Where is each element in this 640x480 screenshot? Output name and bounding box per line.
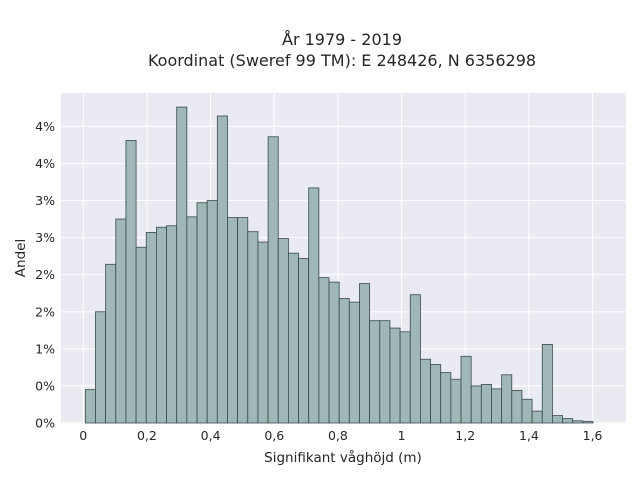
- histogram-bar: [196, 202, 208, 424]
- x-tick-label: 1,4: [519, 428, 539, 443]
- histogram-bar: [186, 216, 198, 424]
- histogram-bar: [521, 398, 533, 424]
- histogram-bar: [409, 294, 421, 424]
- x-axis-label: Signifikant våghöjd (m): [264, 449, 422, 466]
- histogram-bar: [216, 115, 228, 424]
- y-tick-label: 0%: [35, 378, 55, 393]
- histogram-bar: [166, 225, 178, 424]
- histogram-bar: [288, 252, 299, 424]
- histogram-bar: [277, 237, 289, 424]
- x-tick-label: 1,6: [583, 428, 603, 443]
- histogram-bar: [135, 246, 147, 424]
- x-tick-label: 0,6: [264, 428, 284, 443]
- x-tick-labels: 0 0,2 0,4 0,6 0,8 1 1,2 1,4 1,6: [79, 428, 602, 443]
- histogram-bar: [206, 200, 218, 424]
- x-tick-label: 1,2: [455, 428, 475, 443]
- histogram-bar: [460, 355, 472, 424]
- y-tick-label: 2%: [35, 304, 55, 319]
- histogram-bar: [562, 418, 574, 424]
- histogram-bar: [257, 241, 269, 424]
- x-tick-label: 1: [398, 428, 406, 443]
- histogram-bar: [369, 320, 381, 424]
- y-tick-label: 1%: [35, 341, 55, 356]
- y-axis-label: Andel: [13, 239, 29, 277]
- histogram-bar: [176, 106, 188, 424]
- histogram-bar: [491, 388, 503, 424]
- histogram-bar: [399, 331, 411, 424]
- histogram-bar: [359, 283, 371, 424]
- histogram-bar: [531, 410, 543, 424]
- histogram-bar: [511, 389, 523, 424]
- histogram-bar: [115, 218, 127, 424]
- histogram-bar: [440, 372, 452, 424]
- histogram-bar: [95, 311, 107, 424]
- histogram-bar: [298, 257, 310, 424]
- bars: [84, 106, 594, 424]
- histogram-bar: [328, 281, 340, 424]
- y-tick-label: 4%: [35, 119, 55, 134]
- y-tick-label: 2%: [35, 267, 55, 282]
- histogram-bar: [338, 298, 350, 424]
- y-tick-labels: 0% 0% 1% 2% 2% 3% 3% 4% 4%: [35, 119, 55, 431]
- histogram-bar: [84, 389, 96, 424]
- histogram-bar: [450, 378, 462, 424]
- histogram-bar: [145, 232, 157, 424]
- x-tick-label: 0,4: [201, 428, 221, 443]
- histogram-bar: [541, 343, 553, 424]
- histogram-bar: [552, 415, 563, 424]
- histogram-bar: [379, 320, 391, 424]
- chart-title-line-2: Koordinat (Sweref 99 TM): E 248426, N 63…: [148, 51, 536, 70]
- chart-title-line-1: År 1979 - 2019: [282, 30, 402, 49]
- histogram-bar: [308, 187, 320, 424]
- histogram-bar: [247, 231, 259, 424]
- histogram-bar: [430, 364, 442, 424]
- histogram-bar: [237, 217, 249, 424]
- histogram-bar: [105, 263, 117, 424]
- x-tick-label: 0,8: [328, 428, 348, 443]
- histogram-bar: [501, 374, 513, 424]
- histogram-bar: [267, 136, 279, 424]
- y-tick-label: 4%: [35, 156, 55, 171]
- histogram-bar: [470, 385, 482, 424]
- x-tick-label: 0,2: [137, 428, 157, 443]
- y-tick-label: 3%: [35, 230, 55, 245]
- histogram-bar: [227, 217, 239, 424]
- histogram-bar: [389, 327, 401, 424]
- histogram-bar: [480, 384, 492, 424]
- histogram-bar: [348, 301, 360, 424]
- histogram-bar: [155, 226, 167, 424]
- x-tick-label: 0: [79, 428, 87, 443]
- histogram-bar: [582, 421, 594, 424]
- histogram-bar: [572, 420, 584, 424]
- histogram-bar: [318, 277, 330, 424]
- y-tick-label: 0%: [35, 416, 55, 431]
- histogram-bar: [420, 358, 431, 424]
- y-tick-label: 3%: [35, 193, 55, 208]
- histogram-bar: [125, 140, 137, 424]
